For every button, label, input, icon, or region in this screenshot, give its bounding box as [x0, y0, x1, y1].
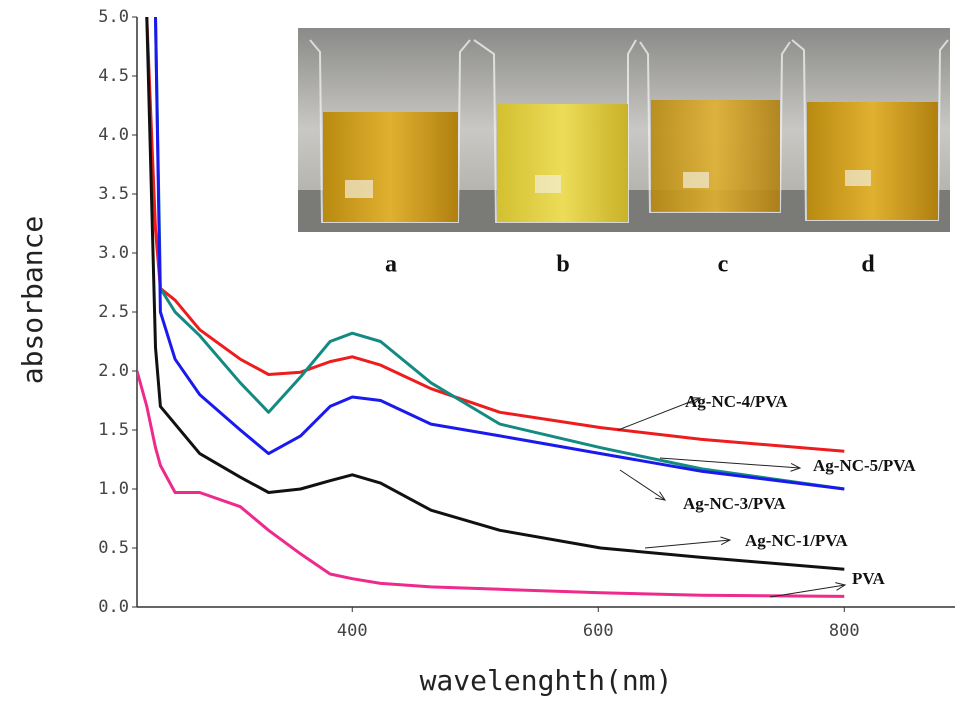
arrow-head — [689, 397, 702, 406]
arrow-head — [790, 463, 802, 472]
series-label: Ag-NC-5/PVA — [813, 456, 916, 475]
series-label: PVA — [852, 569, 885, 588]
series-line — [137, 370, 845, 598]
y-tick-label: 4.5 — [98, 66, 129, 86]
x-tick-label: 800 — [829, 621, 860, 641]
arrow-head — [835, 582, 847, 591]
label-arrow — [644, 539, 731, 549]
y-tick-label: 0.5 — [98, 538, 129, 558]
inset-label: a — [385, 252, 397, 278]
series-line — [145, 17, 845, 453]
inset-label: b — [556, 252, 569, 278]
inset-label: c — [718, 252, 729, 278]
y-tick-label: 2.5 — [98, 302, 129, 322]
inset-label: d — [861, 252, 875, 278]
plot-area — [137, 17, 845, 598]
y-tick-label: 3.0 — [98, 243, 129, 263]
series-label: Ag-NC-4/PVA — [685, 392, 788, 411]
series-line — [154, 17, 845, 491]
y-tick-label: 1.5 — [98, 420, 129, 440]
x-tick-label: 600 — [583, 621, 614, 641]
series-line — [145, 17, 845, 571]
inset-photo — [298, 28, 950, 232]
x-axis-title: wavelenghth(nm) — [420, 664, 673, 697]
series-line — [154, 17, 845, 491]
y-tick-label: 4.0 — [98, 125, 129, 145]
y-axis-title: absorbance — [16, 216, 49, 385]
label-arrow — [619, 469, 666, 501]
y-tick-label: 3.5 — [98, 184, 129, 204]
x-tick-label: 400 — [337, 621, 368, 641]
y-tick-label: 2.0 — [98, 361, 129, 381]
y-tick-label: 1.0 — [98, 479, 129, 499]
label-arrow — [769, 584, 846, 598]
y-tick-label: 5.0 — [98, 7, 129, 27]
label-arrow — [617, 397, 701, 431]
arrow-head — [655, 491, 667, 501]
label-arrow — [659, 457, 801, 469]
arrow-head — [720, 536, 732, 546]
y-tick-label: 0.0 — [98, 597, 129, 617]
series-label: Ag-NC-1/PVA — [745, 531, 848, 550]
series-label: Ag-NC-3/PVA — [683, 494, 786, 513]
